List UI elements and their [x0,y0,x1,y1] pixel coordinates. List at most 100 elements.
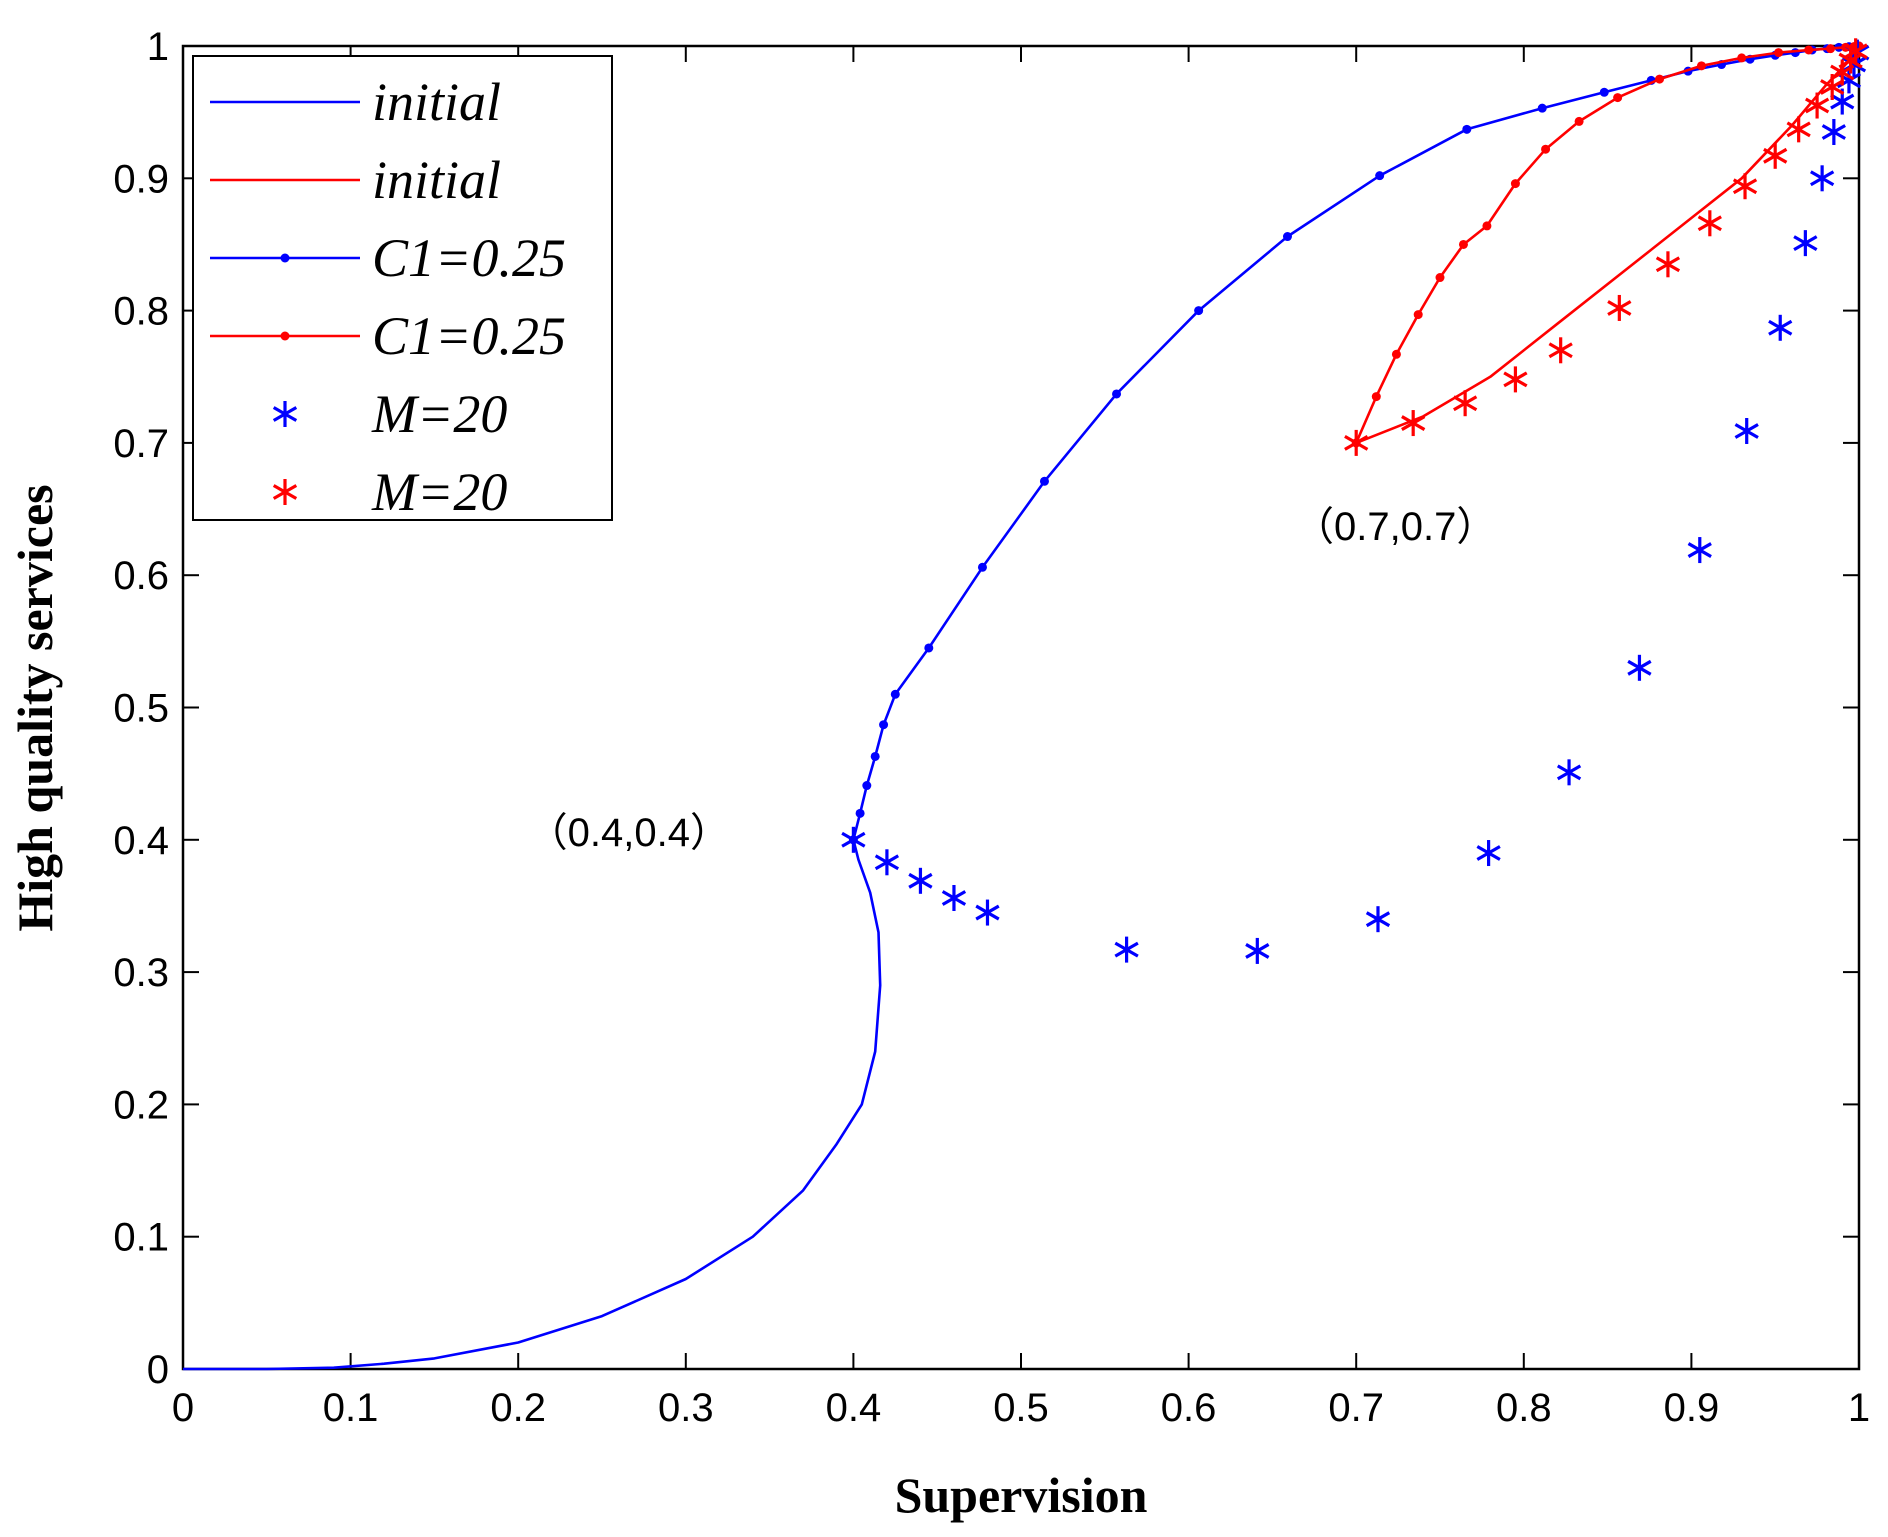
axis-ticks [182,45,1860,1370]
series-layer [183,38,1870,1371]
data-point-dot [1039,476,1049,486]
data-point-dot [870,751,880,761]
x-tick-label: 0.8 [1496,1386,1552,1430]
data-point-asterisk [1245,937,1270,964]
data-point-dot [1458,239,1468,249]
data-point-dot [924,643,934,653]
annotation-red-start: （0.7,0.7） [1294,505,1496,549]
tick-labels: 0 0.1 0.2 0.3 0.4 0.5 0.6 0.7 0.8 0.9 1 0 0.1 0.2 0.3 0… [113,25,1870,1430]
y-tick-label: 0.3 [113,951,169,995]
data-point-dot [879,720,889,730]
data-point-asterisk [1607,294,1632,321]
legend-entry: initial [210,150,501,210]
y-tick-label: 0.7 [113,422,169,466]
y-tick-label: 0.4 [113,819,169,863]
data-point-dot [1435,273,1445,283]
data-point-asterisk [1843,38,1868,65]
data-point-asterisk [1732,173,1758,200]
data-point-dot [1696,61,1706,71]
legend-label: initial [372,72,501,132]
data-point-dot [1391,349,1401,359]
data-point-dot [1462,124,1472,134]
legend-entry: M=20 [272,384,507,444]
legend-label: M=20 [371,384,507,444]
x-tick-label: 0 [172,1386,194,1430]
legend: initial initial C1=0.25 C1=0.25 M=20 M=20 [192,55,613,522]
data-point-asterisk [1401,410,1426,437]
legend-label: initial [372,150,501,210]
legend-entry: initial [210,72,501,132]
data-point-dot [1482,221,1492,231]
x-tick-label: 0.4 [826,1386,882,1430]
data-point-dot [862,781,872,791]
data-point-dot [1804,45,1814,55]
series-5-red [1344,38,1868,456]
y-tick-label: 0.8 [113,290,169,334]
x-tick-label: 1 [1848,1386,1870,1430]
data-point-dot [1282,232,1292,242]
data-point-dot [1413,310,1423,320]
y-tick-label: 0.9 [113,157,169,201]
data-point-asterisk [1476,840,1501,867]
data-point-asterisk [1697,210,1722,237]
series-0-blue [183,839,882,1371]
data-point-asterisk [1344,429,1369,456]
data-point-asterisk [1453,390,1478,417]
x-tick-label: 0.1 [323,1386,379,1430]
data-point-dot [1112,389,1122,399]
data-point-asterisk [1114,936,1139,963]
legend-label: M=20 [371,462,507,522]
data-point-dot [855,808,865,818]
data-point-asterisk [1793,230,1818,257]
data-point-dot [1375,171,1385,181]
series-3-red [1351,41,1864,448]
data-point-asterisk [1734,417,1759,444]
data-point-dot [1371,392,1381,402]
series-line [183,839,882,1371]
legend-label: C1=0.25 [372,228,566,288]
legend-entry: C1=0.25 [210,306,566,366]
data-point-dot [1655,74,1665,84]
data-point-asterisk [1763,142,1788,169]
legend-swatch-dot [280,331,290,341]
data-point-asterisk [975,899,1000,926]
y-tick-label: 0 [147,1348,169,1392]
series-4-blue [841,39,1870,964]
data-point-dot [1774,48,1784,58]
y-tick-label: 0.6 [113,554,169,598]
legend-swatch-dot [280,253,290,263]
data-point-dot [890,689,900,699]
data-point-asterisk [1687,537,1712,564]
data-point-asterisk [1627,654,1652,681]
data-point-dot [1541,144,1551,154]
data-point-dot [1613,93,1623,103]
data-point-dot [977,562,987,572]
x-tick-label: 0.2 [490,1386,546,1430]
data-point-asterisk [1503,366,1528,393]
data-point-asterisk [908,867,933,894]
legend-swatch-asterisk [272,401,298,427]
x-tick-label: 0.5 [993,1386,1049,1430]
data-point-asterisk [1838,47,1863,74]
legend-box [192,55,613,521]
legend-label: C1=0.25 [372,306,566,366]
x-axis-title: Supervision [895,1467,1148,1523]
data-point-asterisk [1365,906,1391,933]
x-tick-label: 0.9 [1664,1386,1720,1430]
data-point-asterisk [1655,251,1681,278]
data-point-asterisk [874,849,900,876]
data-point-asterisk [941,885,967,912]
x-tick-label: 0.3 [658,1386,714,1430]
legend-entry: C1=0.25 [210,228,566,288]
data-point-dot [1574,116,1584,126]
data-point-dot [1737,53,1747,63]
data-point-asterisk [1804,92,1830,119]
data-point-asterisk [841,826,866,853]
y-tick-label: 0.1 [113,1216,169,1260]
x-tick-label: 0.6 [1161,1386,1217,1430]
legend-entry: M=20 [272,462,507,522]
data-point-dot [1826,44,1836,54]
data-point-asterisk [1556,759,1582,786]
data-point-asterisk [1810,165,1835,192]
data-point-dot [1194,306,1204,316]
